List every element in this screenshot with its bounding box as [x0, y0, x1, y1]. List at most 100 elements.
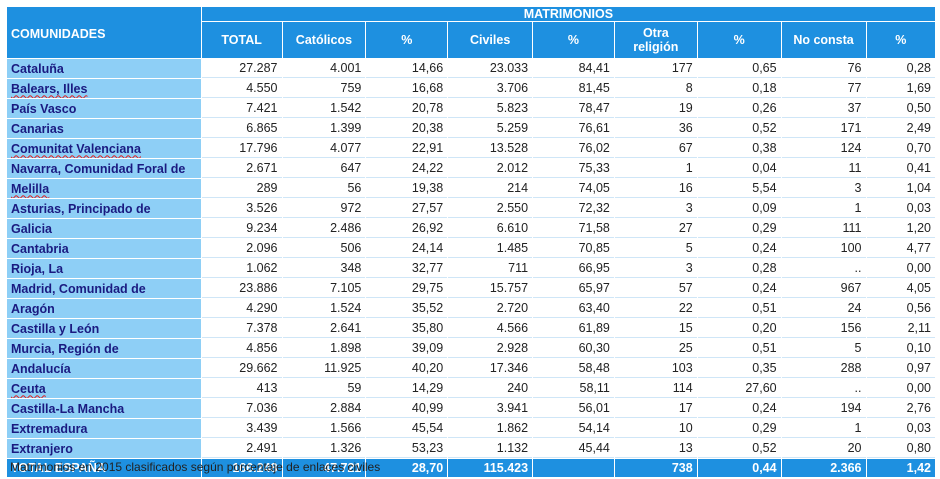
cell-civ: 240: [448, 379, 533, 398]
comunidad-name: País Vasco: [7, 99, 201, 118]
cell-cat-pct: 14,29: [366, 379, 448, 398]
total-civiles-pct: [533, 459, 614, 477]
cell-civ: 5.259: [448, 119, 533, 138]
cell-nc: 194: [781, 399, 866, 418]
cell-nc-pct: 0,50: [866, 99, 935, 118]
cell-civ: 23.033: [448, 59, 533, 78]
cell-otra: 57: [614, 279, 697, 298]
cell-nc-pct: 0,28: [866, 59, 935, 78]
comunidad-name: Extremadura: [7, 419, 201, 438]
cell-total: 7.421: [201, 99, 282, 118]
cell-civ-pct: 84,41: [533, 59, 614, 78]
cell-otra: 13: [614, 439, 697, 458]
cell-nc-pct: 0,56: [866, 299, 935, 318]
cell-cat: 7.105: [282, 279, 366, 298]
cell-civ: 13.528: [448, 139, 533, 158]
comunidad-label: Aragón: [11, 301, 55, 316]
header-no-consta-pct: %: [866, 22, 935, 58]
cell-nc: 288: [781, 359, 866, 378]
comunidad-name: Madrid, Comunidad de: [7, 279, 201, 298]
comunidad-name: Balears, Illes: [7, 79, 201, 98]
total-label: TOTAL ESPAÑA: [7, 459, 201, 477]
table-row: Extranjero 2.491 1.326 53,23 1.132 45,44 13 0,5…: [7, 439, 935, 458]
cell-civ: 1.132: [448, 439, 533, 458]
comunidad-label: Madrid, Comunidad de: [11, 281, 146, 296]
comunidad-label: Extranjero: [11, 441, 73, 456]
cell-cat: 4.077: [282, 139, 366, 158]
cell-otra: 3: [614, 259, 697, 278]
cell-nc: 171: [781, 119, 866, 138]
table-row: Comunitat Valenciana 17.796 4.077 22,91 13.5…: [7, 139, 935, 158]
cell-cat: 56: [282, 179, 366, 198]
cell-civ-pct: 76,61: [533, 119, 614, 138]
cell-nc: 20: [781, 439, 866, 458]
cell-otra: 114: [614, 379, 697, 398]
comunidad-label: Navarra, Comunidad Foral de: [11, 161, 186, 176]
cell-civ: 15.757: [448, 279, 533, 298]
header-civiles-pct: %: [533, 22, 614, 58]
cell-civ: 1.862: [448, 419, 533, 438]
cell-nc: 24: [781, 299, 866, 318]
cell-total: 1.062: [201, 259, 282, 278]
total-total: 166.248: [201, 459, 282, 477]
cell-otra: 36: [614, 119, 697, 138]
comunidad-name: Cataluña: [7, 59, 201, 78]
cell-nc-pct: 0,70: [866, 139, 935, 158]
header-no-consta: No consta: [781, 22, 866, 58]
matrimonios-table: COMUNIDADES MATRIMONIOS TOTAL Católicos …: [6, 6, 936, 478]
comunidad-name: Ceuta: [7, 379, 201, 398]
cell-cat-pct: 24,22: [366, 159, 448, 178]
cell-otra-pct: 0,24: [697, 239, 781, 258]
cell-civ-pct: 76,02: [533, 139, 614, 158]
cell-otra-pct: 0,28: [697, 259, 781, 278]
cell-otra: 8: [614, 79, 697, 98]
cell-civ: 214: [448, 179, 533, 198]
comunidad-label: Cataluña: [11, 61, 64, 76]
cell-otra: 15: [614, 319, 697, 338]
table-row: Canarias 6.865 1.399 20,38 5.259 76,61 36 0,52 1…: [7, 119, 935, 138]
cell-total: 17.796: [201, 139, 282, 158]
cell-civ-pct: 71,58: [533, 219, 614, 238]
table-row: Extremadura 3.439 1.566 45,54 1.862 54,14 10 0,…: [7, 419, 935, 438]
cell-otra-pct: 0,29: [697, 219, 781, 238]
table-row: Murcia, Región de 4.856 1.898 39,09 2.928 60,…: [7, 339, 935, 358]
cell-civ-pct: 81,45: [533, 79, 614, 98]
cell-otra-pct: 0,65: [697, 59, 781, 78]
cell-nc: 76: [781, 59, 866, 78]
cell-total: 2.491: [201, 439, 282, 458]
cell-cat: 2.884: [282, 399, 366, 418]
table-row: Cantabria 2.096 506 24,14 1.485 70,85 5 0,24 100…: [7, 239, 935, 258]
header-total: TOTAL: [201, 22, 282, 58]
cell-cat: 348: [282, 259, 366, 278]
cell-cat-pct: 32,77: [366, 259, 448, 278]
cell-cat: 506: [282, 239, 366, 258]
total-civiles: 115.423: [448, 459, 533, 477]
table-row: País Vasco 7.421 1.542 20,78 5.823 78,47 19 0,2…: [7, 99, 935, 118]
cell-civ: 2.720: [448, 299, 533, 318]
comunidad-name: Cantabria: [7, 239, 201, 258]
cell-nc-pct: 0,03: [866, 199, 935, 218]
cell-otra-pct: 5,54: [697, 179, 781, 198]
cell-total: 9.234: [201, 219, 282, 238]
cell-nc: ..: [781, 259, 866, 278]
cell-civ-pct: 66,95: [533, 259, 614, 278]
comunidad-name: Comunitat Valenciana: [7, 139, 201, 158]
cell-nc-pct: 0,10: [866, 339, 935, 358]
cell-otra-pct: 0,04: [697, 159, 781, 178]
cell-civ: 17.346: [448, 359, 533, 378]
comunidad-label: Murcia, Región de: [11, 341, 119, 356]
cell-nc-pct: 0,80: [866, 439, 935, 458]
cell-civ-pct: 78,47: [533, 99, 614, 118]
cell-nc-pct: 0,00: [866, 259, 935, 278]
cell-cat: 647: [282, 159, 366, 178]
cell-otra-pct: 0,52: [697, 439, 781, 458]
cell-civ-pct: 75,33: [533, 159, 614, 178]
cell-nc-pct: 0,00: [866, 379, 935, 398]
table-row: Cataluña 27.287 4.001 14,66 23.033 84,41 177 0,…: [7, 59, 935, 78]
cell-cat-pct: 20,38: [366, 119, 448, 138]
cell-cat: 59: [282, 379, 366, 398]
cell-nc: 3: [781, 179, 866, 198]
cell-civ-pct: 58,11: [533, 379, 614, 398]
cell-otra: 17: [614, 399, 697, 418]
table-row: Castilla-La Mancha 7.036 2.884 40,99 3.941 56…: [7, 399, 935, 418]
